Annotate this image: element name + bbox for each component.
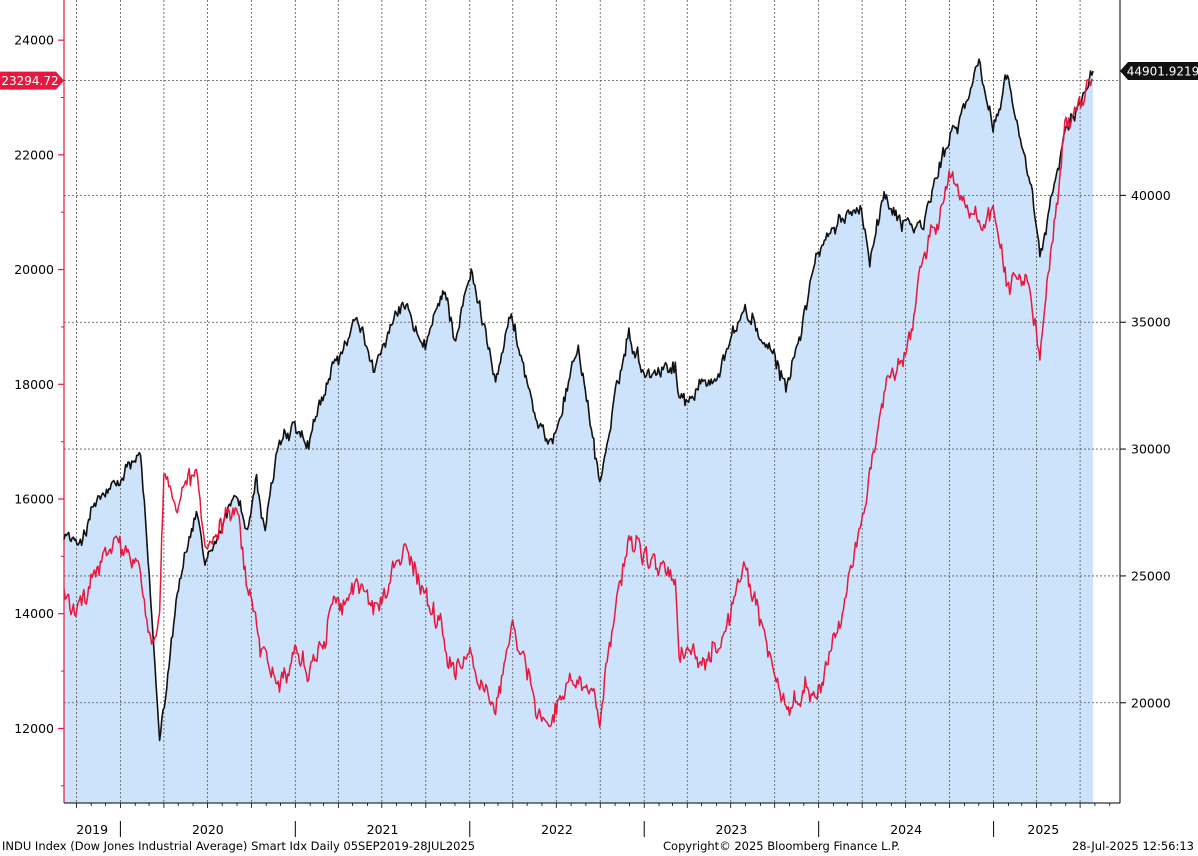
- left-tick-label: 14000: [14, 606, 54, 621]
- year-label: 2021: [367, 822, 399, 837]
- timestamp: 28-Jul-2025 12:56:13: [1071, 839, 1194, 853]
- year-label: 2020: [192, 822, 224, 837]
- left-tick-label: 16000: [14, 492, 54, 507]
- right-tick-label: 25000: [1131, 568, 1171, 583]
- left-tick-label: 20000: [14, 262, 54, 277]
- right-last-value-box: [1120, 61, 1198, 80]
- series-line-dow: [63, 58, 1094, 742]
- series-layer: [63, 58, 1094, 742]
- axes-layer: [63, 0, 1121, 804]
- year-label: 2025: [1027, 822, 1059, 837]
- year-label: 2023: [716, 822, 748, 837]
- right-tick-label: 30000: [1131, 442, 1171, 457]
- year-label: 2019: [76, 822, 108, 837]
- area-fill-layer: [64, 59, 1093, 803]
- last-value-callouts: 23294.72 44901.9219: [0, 61, 1198, 90]
- left-last-value-label: 23294.72: [1, 74, 58, 88]
- chart-description: INDU Index (Dow Jones Industrial Average…: [2, 839, 476, 853]
- left-tick-label: 22000: [14, 147, 54, 162]
- year-label: 2022: [541, 822, 573, 837]
- area-fill: [64, 59, 1093, 803]
- copyright-notice: Copyright© 2025 Bloomberg Finance L.P.: [663, 839, 900, 853]
- tick-layer: 12000 14000 16000 18000 20000 22000 24000 20000…: [14, 33, 1171, 837]
- left-tick-label: 24000: [14, 33, 54, 48]
- year-label: 2024: [890, 822, 922, 837]
- left-last-value-box: [0, 71, 64, 90]
- right-tick-label: 35000: [1131, 315, 1171, 330]
- left-tick-label: 12000: [14, 721, 54, 736]
- right-tick-label: 40000: [1131, 188, 1171, 203]
- series-line-smart-idx: [63, 78, 1094, 729]
- left-tick-label: 18000: [14, 377, 54, 392]
- right-last-value-label: 44901.9219: [1127, 64, 1198, 78]
- grid-layer: [64, 0, 1120, 803]
- right-tick-label: 20000: [1131, 695, 1171, 710]
